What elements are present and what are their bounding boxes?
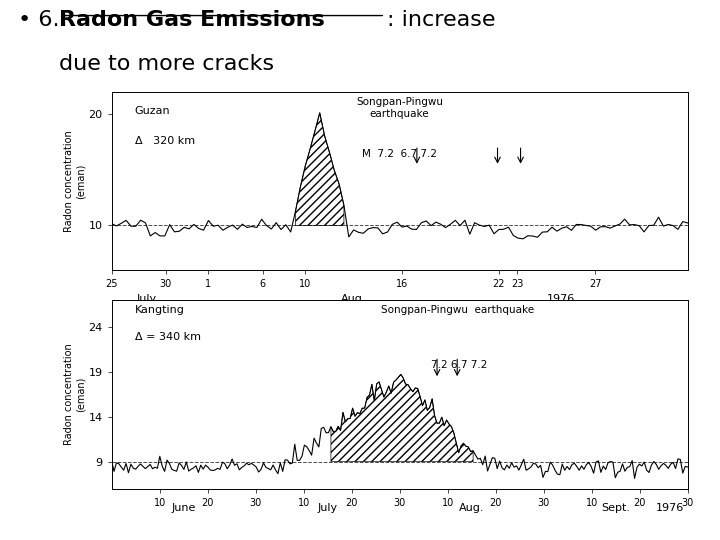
Text: Songpan-Pingwu
earthquake: Songpan-Pingwu earthquake — [356, 97, 443, 119]
Y-axis label: Radon concentration
(eman): Radon concentration (eman) — [64, 130, 86, 232]
Y-axis label: Radon concentration
(eman): Radon concentration (eman) — [64, 343, 86, 445]
Text: Δ = 340 km: Δ = 340 km — [135, 332, 201, 342]
Text: due to more cracks: due to more cracks — [59, 53, 274, 73]
Text: Sept.: Sept. — [601, 503, 630, 514]
Text: Δ   320 km: Δ 320 km — [135, 136, 195, 146]
Text: M  7.2  6.7 7.2: M 7.2 6.7 7.2 — [362, 149, 437, 159]
Text: Aug.: Aug. — [341, 294, 366, 304]
Text: Guzan: Guzan — [135, 106, 170, 116]
Text: 1976: 1976 — [546, 294, 575, 304]
Text: 1976: 1976 — [656, 503, 685, 514]
Text: • 6.: • 6. — [18, 10, 67, 30]
Text: June: June — [171, 503, 196, 514]
Text: Aug.: Aug. — [459, 503, 485, 514]
Text: Kangting: Kangting — [135, 306, 184, 315]
Text: Radon Gas Emissions: Radon Gas Emissions — [59, 10, 325, 30]
Text: Songpan-Pingwu  earthquake: Songpan-Pingwu earthquake — [381, 306, 534, 315]
Text: 7.2 6.7 7.2: 7.2 6.7 7.2 — [431, 360, 487, 370]
Text: July: July — [136, 294, 156, 304]
Text: : increase: : increase — [387, 10, 495, 30]
Text: July: July — [318, 503, 338, 514]
